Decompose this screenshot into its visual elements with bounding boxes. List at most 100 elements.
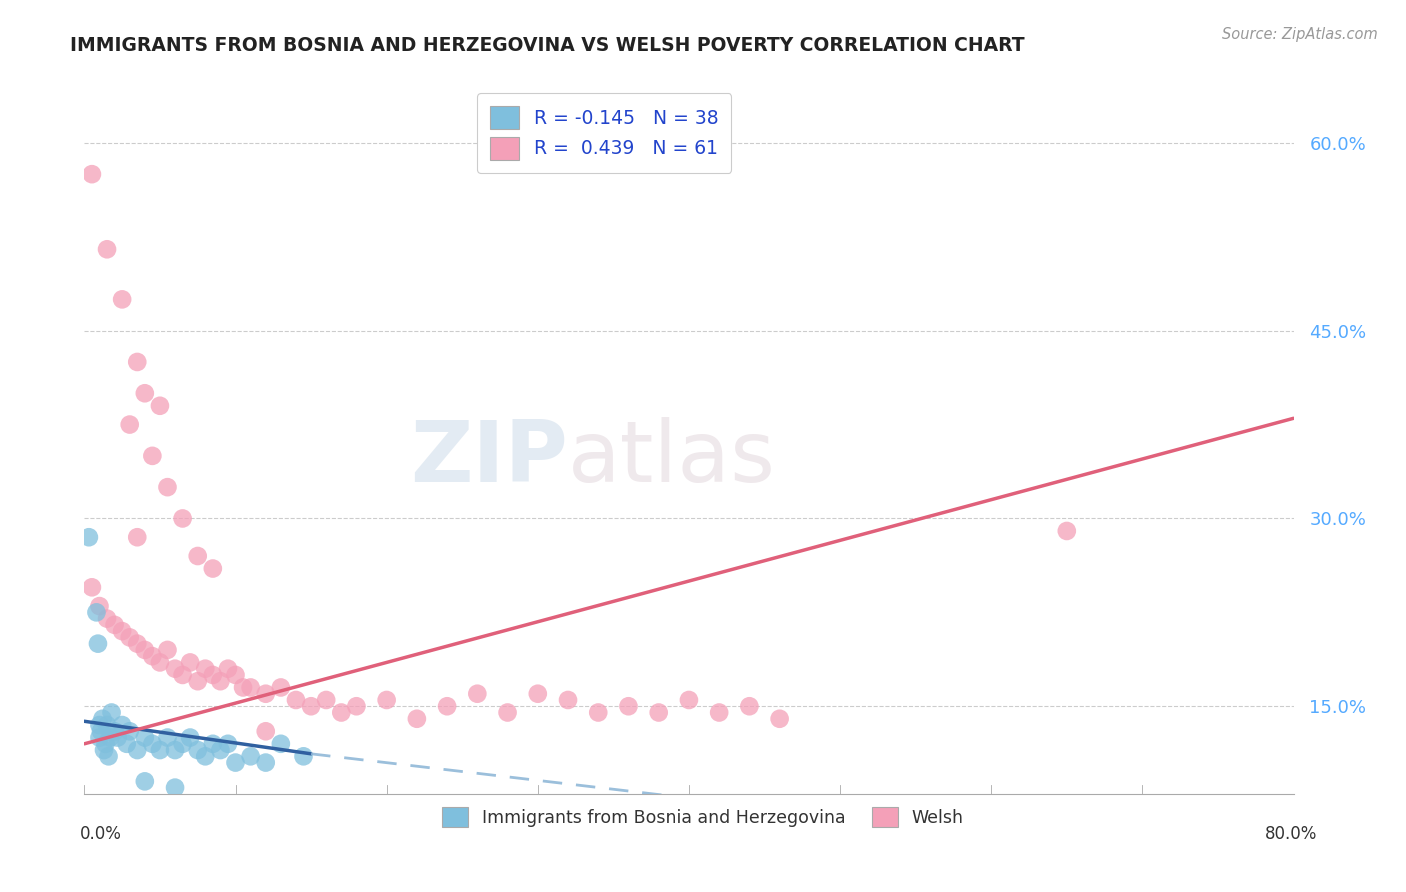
Point	[141, 737, 163, 751]
Point	[436, 699, 458, 714]
Point	[330, 706, 353, 720]
Point	[149, 399, 172, 413]
Point	[134, 643, 156, 657]
Point	[104, 724, 127, 739]
Point	[588, 706, 610, 720]
Point	[127, 530, 149, 544]
Point	[93, 743, 115, 757]
Point	[187, 674, 209, 689]
Point	[118, 417, 141, 432]
Point	[90, 724, 112, 739]
Point	[270, 681, 292, 695]
Point	[97, 749, 120, 764]
Point	[172, 511, 194, 525]
Point	[225, 668, 247, 682]
Point	[254, 724, 277, 739]
Point	[1056, 524, 1078, 538]
Point	[299, 699, 322, 714]
Point	[96, 718, 118, 732]
Point	[141, 449, 163, 463]
Point	[239, 681, 262, 695]
Point	[217, 737, 239, 751]
Point	[254, 756, 277, 770]
Point	[127, 743, 149, 757]
Point	[77, 530, 100, 544]
Point	[115, 737, 138, 751]
Point	[134, 386, 156, 401]
Point	[118, 631, 141, 645]
Point	[187, 743, 209, 757]
Point	[217, 662, 239, 676]
Point	[201, 668, 224, 682]
Point	[194, 662, 217, 676]
Point	[141, 649, 163, 664]
Point	[87, 637, 110, 651]
Point	[648, 706, 671, 720]
Point	[98, 731, 121, 745]
Point	[165, 662, 187, 676]
Point	[156, 643, 179, 657]
Point	[172, 737, 194, 751]
Point	[346, 699, 368, 714]
Legend: R = -0.145   N = 38, R =  0.439   N = 61: R = -0.145 N = 38, R = 0.439 N = 61	[477, 94, 731, 173]
Point	[467, 687, 489, 701]
Text: atlas: atlas	[568, 417, 776, 500]
Point	[270, 737, 292, 751]
Point	[239, 749, 262, 764]
Point	[156, 731, 179, 745]
Point	[111, 293, 134, 307]
Point	[201, 561, 224, 575]
Point	[80, 580, 103, 594]
Point	[96, 612, 118, 626]
Point	[678, 693, 700, 707]
Point	[134, 731, 156, 745]
Point	[89, 731, 111, 745]
Text: IMMIGRANTS FROM BOSNIA AND HERZEGOVINA VS WELSH POVERTY CORRELATION CHART: IMMIGRANTS FROM BOSNIA AND HERZEGOVINA V…	[70, 36, 1025, 54]
Point	[769, 712, 792, 726]
Point	[617, 699, 640, 714]
Point	[172, 668, 194, 682]
Point	[738, 699, 761, 714]
Point	[111, 718, 134, 732]
Point	[209, 674, 232, 689]
Point	[91, 712, 114, 726]
Point	[89, 718, 111, 732]
Point	[100, 706, 122, 720]
Text: Source: ZipAtlas.com: Source: ZipAtlas.com	[1222, 27, 1378, 42]
Point	[179, 656, 201, 670]
Point	[496, 706, 519, 720]
Point	[292, 749, 315, 764]
Text: 0.0%: 0.0%	[80, 825, 122, 843]
Point	[149, 743, 172, 757]
Point	[254, 687, 277, 701]
Legend: Immigrants from Bosnia and Herzegovina, Welsh: Immigrants from Bosnia and Herzegovina, …	[436, 800, 970, 834]
Point	[209, 743, 232, 757]
Point	[156, 480, 179, 494]
Point	[709, 706, 731, 720]
Point	[285, 693, 308, 707]
Point	[80, 167, 103, 181]
Point	[118, 724, 141, 739]
Point	[375, 693, 398, 707]
Point	[94, 737, 117, 751]
Point	[111, 624, 134, 639]
Point	[165, 780, 187, 795]
Text: ZIP: ZIP	[411, 417, 568, 500]
Point	[107, 731, 129, 745]
Point	[86, 605, 108, 619]
Point	[315, 693, 337, 707]
Point	[194, 749, 217, 764]
Point	[225, 756, 247, 770]
Point	[527, 687, 550, 701]
Point	[149, 656, 172, 670]
Text: 80.0%: 80.0%	[1264, 825, 1317, 843]
Point	[104, 618, 127, 632]
Point	[201, 737, 224, 751]
Point	[96, 242, 118, 256]
Point	[134, 774, 156, 789]
Point	[557, 693, 579, 707]
Point	[89, 599, 111, 613]
Point	[232, 681, 254, 695]
Point	[127, 637, 149, 651]
Point	[406, 712, 429, 726]
